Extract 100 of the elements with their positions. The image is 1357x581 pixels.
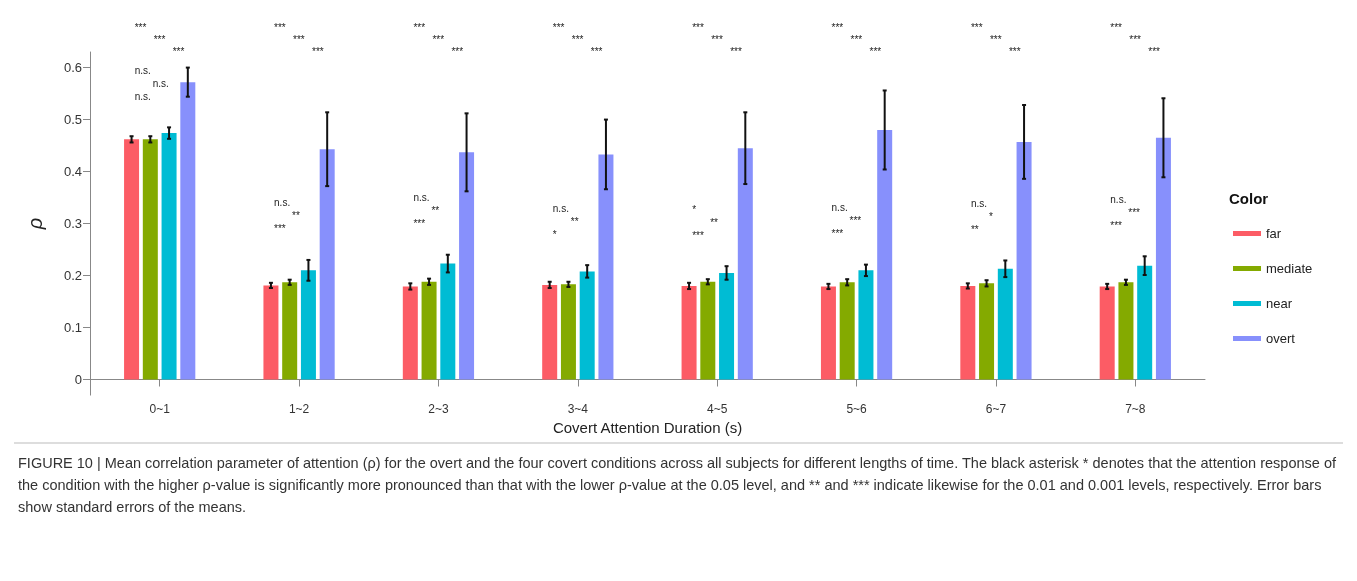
text: *** xyxy=(1110,21,1122,33)
text: *** xyxy=(970,21,983,33)
bar xyxy=(319,149,335,380)
y-axis-title: ρ xyxy=(24,217,46,231)
x-tick-label: 6~7 xyxy=(985,402,1007,417)
y-tick-label: 0.1 xyxy=(63,320,82,336)
bar xyxy=(282,282,298,380)
text: *** xyxy=(153,33,166,45)
annotation: ** xyxy=(292,210,300,222)
annotation: *** xyxy=(1008,45,1021,57)
text: *** xyxy=(711,33,723,45)
bar xyxy=(1155,137,1171,380)
y-tick-label: 0.6 xyxy=(63,60,82,76)
y-tick-label: 0.4 xyxy=(63,164,82,180)
bar xyxy=(839,282,855,380)
annotation: *** xyxy=(1128,206,1141,218)
text: *** xyxy=(274,21,286,33)
x-tick-label: 2~3 xyxy=(428,402,449,417)
y-tick-label: 0.2 xyxy=(63,268,82,284)
annotation: ** xyxy=(710,216,719,228)
bar xyxy=(459,152,475,380)
legend-title: Color xyxy=(1229,190,1269,207)
annotation: *** xyxy=(1148,45,1161,57)
bar xyxy=(737,148,753,380)
text: *** xyxy=(571,33,584,45)
annotation: n.s. xyxy=(274,197,291,209)
legend-label: overt xyxy=(1266,331,1296,346)
caption: FIGURE 10 | Mean correlation parameter of attention (ρ) for the overt and the four covert conditions across all subjects for different lengths of time. The black asterisk * denotes that the attention response of the condition with the higher ρ-value is significantly more pronounced than that with the lower ρ-value at the 0.05 level, and ** and *** indicate likewise for the 0.01 and 0.001 levels, respectively. Error bars show standard errors of the means. xyxy=(14,442,1343,526)
annotation: * xyxy=(552,228,557,240)
text: *** xyxy=(413,21,426,33)
x-tick-label: 3~4 xyxy=(567,402,589,417)
annotation: *** xyxy=(1110,219,1123,231)
text: *** xyxy=(1129,33,1142,45)
annotation: n.s. xyxy=(152,77,169,89)
text: *** xyxy=(134,21,147,33)
annotation: *** xyxy=(590,45,603,57)
annotation: n.s. xyxy=(552,202,569,214)
y-tick-label: 0.3 xyxy=(63,216,82,232)
bar xyxy=(142,139,158,380)
bar xyxy=(820,286,836,380)
annotation: n.s. xyxy=(831,202,848,214)
annotation: * xyxy=(692,203,697,215)
text: *** xyxy=(293,33,305,45)
annotation: *** xyxy=(970,210,993,235)
annotation: *** xyxy=(312,45,324,57)
bar xyxy=(719,272,735,380)
x-tick-label: 0~1 xyxy=(149,402,171,417)
y-tick-label: 0.5 xyxy=(63,112,82,128)
bar xyxy=(124,139,140,380)
x-tick-label: 5~6 xyxy=(846,402,868,417)
bar xyxy=(421,281,437,380)
annotation: *** xyxy=(413,218,426,230)
annotation: *** xyxy=(849,215,862,227)
bar xyxy=(700,281,716,380)
x-tick-label: 1~2 xyxy=(288,402,310,417)
bar xyxy=(161,133,177,380)
bar xyxy=(560,284,576,380)
bar xyxy=(440,263,456,380)
bar xyxy=(979,283,995,380)
bar xyxy=(180,82,196,380)
bar xyxy=(300,270,316,380)
bar xyxy=(1099,286,1115,380)
annotation: *** xyxy=(172,45,185,57)
y-tick-label: 0 xyxy=(74,372,82,387)
annotation: ** xyxy=(431,205,440,217)
bar xyxy=(542,284,558,380)
bar xyxy=(1016,141,1032,380)
annotation: n.s. xyxy=(1110,193,1127,205)
legend-label: far xyxy=(1266,226,1282,241)
x-tick-label: 7~8 xyxy=(1125,402,1146,417)
annotation: *** xyxy=(831,228,844,240)
text: *** xyxy=(692,21,704,33)
bar xyxy=(1118,282,1134,380)
x-tick-label: 4~5 xyxy=(707,402,728,417)
annotation: ** xyxy=(570,215,579,227)
bar xyxy=(858,270,874,380)
annotation: n.s. xyxy=(970,197,988,209)
annotation: *** xyxy=(692,229,704,241)
bar xyxy=(681,285,697,380)
annotation: *** xyxy=(274,223,286,235)
x-axis-title: Covert Attention Duration (s) xyxy=(552,419,743,436)
annotation: n.s. xyxy=(134,64,151,76)
bar xyxy=(1137,265,1153,380)
bar xyxy=(402,286,418,380)
text: *** xyxy=(552,21,565,33)
annotation: *** xyxy=(869,45,882,57)
annotation: *** xyxy=(451,45,464,57)
bar xyxy=(877,129,893,380)
bar xyxy=(997,268,1013,380)
annotation: n.s. xyxy=(413,192,430,204)
text: *** xyxy=(432,33,445,45)
bar xyxy=(579,271,595,380)
text: *** xyxy=(831,21,844,33)
annotation: *** xyxy=(730,45,742,57)
bar xyxy=(598,154,614,380)
text: *** xyxy=(989,33,1002,45)
text: *** xyxy=(850,33,863,45)
legend-label: near xyxy=(1266,296,1293,311)
legend-label: mediate xyxy=(1266,261,1313,276)
annotation: n.s. xyxy=(134,90,151,102)
